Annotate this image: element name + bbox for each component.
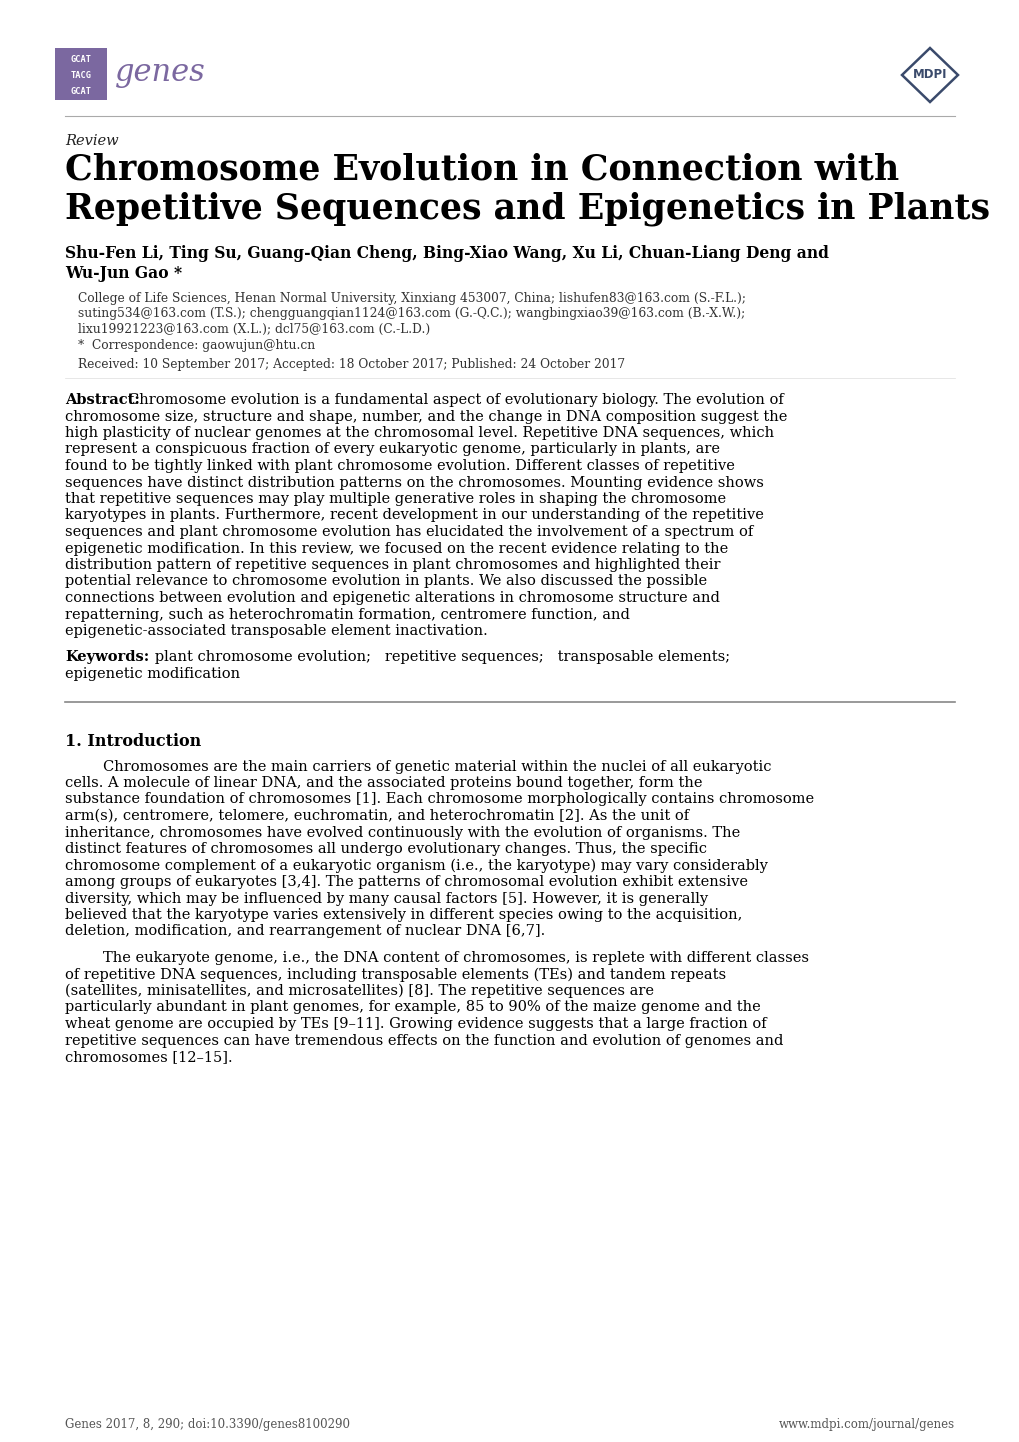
Text: suting534@163.com (T.S.); chengguangqian1124@163.com (G.-Q.C.); wangbingxiao39@1: suting534@163.com (T.S.); chengguangqian… bbox=[77, 307, 745, 320]
Text: Repetitive Sequences and Epigenetics in Plants: Repetitive Sequences and Epigenetics in … bbox=[65, 192, 989, 226]
Text: *  Correspondence: gaowujun@htu.cn: * Correspondence: gaowujun@htu.cn bbox=[77, 339, 315, 352]
Text: Review: Review bbox=[65, 134, 118, 149]
Text: found to be tightly linked with plant chromosome evolution. Different classes of: found to be tightly linked with plant ch… bbox=[65, 459, 734, 473]
Polygon shape bbox=[901, 48, 957, 102]
Text: deletion, modification, and rearrangement of nuclear DNA [6,7].: deletion, modification, and rearrangemen… bbox=[65, 924, 545, 939]
Text: plant chromosome evolution;   repetitive sequences;   transposable elements;: plant chromosome evolution; repetitive s… bbox=[141, 650, 730, 665]
Text: substance foundation of chromosomes [1]. Each chromosome morphologically contain: substance foundation of chromosomes [1].… bbox=[65, 793, 813, 806]
Text: Abstract:: Abstract: bbox=[65, 394, 140, 407]
Text: (satellites, minisatellites, and microsatellites) [8]. The repetitive sequences : (satellites, minisatellites, and microsa… bbox=[65, 983, 653, 998]
Text: Chromosome evolution is a fundamental aspect of evolutionary biology. The evolut: Chromosome evolution is a fundamental as… bbox=[127, 394, 783, 407]
Text: epigenetic modification. In this review, we focused on the recent evidence relat: epigenetic modification. In this review,… bbox=[65, 542, 728, 555]
Text: chromosomes [12–15].: chromosomes [12–15]. bbox=[65, 1050, 232, 1064]
Text: potential relevance to chromosome evolution in plants. We also discussed the pos: potential relevance to chromosome evolut… bbox=[65, 574, 706, 588]
Text: particularly abundant in plant genomes, for example, 85 to 90% of the maize geno: particularly abundant in plant genomes, … bbox=[65, 1001, 760, 1015]
Text: karyotypes in plants. Furthermore, recent development in our understanding of th: karyotypes in plants. Furthermore, recen… bbox=[65, 509, 763, 522]
Text: Shu-Fen Li, Ting Su, Guang-Qian Cheng, Bing-Xiao Wang, Xu Li, Chuan-Liang Deng a: Shu-Fen Li, Ting Su, Guang-Qian Cheng, B… bbox=[65, 245, 828, 262]
Text: represent a conspicuous fraction of every eukaryotic genome, particularly in pla: represent a conspicuous fraction of ever… bbox=[65, 443, 719, 457]
Text: cells. A molecule of linear DNA, and the associated proteins bound together, for: cells. A molecule of linear DNA, and the… bbox=[65, 776, 702, 790]
Text: chromosome size, structure and shape, number, and the change in DNA composition : chromosome size, structure and shape, nu… bbox=[65, 410, 787, 424]
Text: College of Life Sciences, Henan Normal University, Xinxiang 453007, China; lishu: College of Life Sciences, Henan Normal U… bbox=[77, 291, 745, 306]
Text: Chromosome Evolution in Connection with: Chromosome Evolution in Connection with bbox=[65, 153, 898, 187]
Text: epigenetic-associated transposable element inactivation.: epigenetic-associated transposable eleme… bbox=[65, 624, 487, 637]
Text: that repetitive sequences may play multiple generative roles in shaping the chro: that repetitive sequences may play multi… bbox=[65, 492, 726, 506]
Text: Genes 2017, 8, 290; doi:10.3390/genes8100290: Genes 2017, 8, 290; doi:10.3390/genes810… bbox=[65, 1417, 350, 1430]
Text: arm(s), centromere, telomere, euchromatin, and heterochromatin [2]. As the unit : arm(s), centromere, telomere, euchromati… bbox=[65, 809, 689, 823]
Text: Keywords:: Keywords: bbox=[65, 650, 149, 665]
Text: Received: 10 September 2017; Accepted: 18 October 2017; Published: 24 October 20: Received: 10 September 2017; Accepted: 1… bbox=[77, 358, 625, 371]
Text: high plasticity of nuclear genomes at the chromosomal level. Repetitive DNA sequ: high plasticity of nuclear genomes at th… bbox=[65, 425, 773, 440]
Text: GCAT: GCAT bbox=[70, 87, 92, 95]
Text: The eukaryote genome, i.e., the DNA content of chromosomes, is replete with diff: The eukaryote genome, i.e., the DNA cont… bbox=[103, 952, 808, 965]
Text: genes: genes bbox=[115, 56, 206, 88]
Text: GCAT: GCAT bbox=[70, 55, 92, 63]
Text: among groups of eukaryotes [3,4]. The patterns of chromosomal evolution exhibit : among groups of eukaryotes [3,4]. The pa… bbox=[65, 875, 747, 890]
Text: www.mdpi.com/journal/genes: www.mdpi.com/journal/genes bbox=[779, 1417, 954, 1430]
Text: TACG: TACG bbox=[70, 71, 92, 79]
Text: distinct features of chromosomes all undergo evolutionary changes. Thus, the spe: distinct features of chromosomes all und… bbox=[65, 842, 706, 857]
Text: of repetitive DNA sequences, including transposable elements (TEs) and tandem re: of repetitive DNA sequences, including t… bbox=[65, 968, 726, 982]
Text: epigenetic modification: epigenetic modification bbox=[65, 668, 239, 681]
Text: distribution pattern of repetitive sequences in plant chromosomes and highlighte: distribution pattern of repetitive seque… bbox=[65, 558, 719, 572]
Text: sequences have distinct distribution patterns on the chromosomes. Mounting evide: sequences have distinct distribution pat… bbox=[65, 476, 763, 489]
Text: chromosome complement of a eukaryotic organism (i.e., the karyotype) may vary co: chromosome complement of a eukaryotic or… bbox=[65, 858, 767, 872]
Text: 1. Introduction: 1. Introduction bbox=[65, 734, 201, 750]
Text: wheat genome are occupied by TEs [9–11]. Growing evidence suggests that a large : wheat genome are occupied by TEs [9–11].… bbox=[65, 1017, 766, 1031]
Text: MDPI: MDPI bbox=[912, 69, 947, 82]
Text: inheritance, chromosomes have evolved continuously with the evolution of organis: inheritance, chromosomes have evolved co… bbox=[65, 825, 740, 839]
FancyBboxPatch shape bbox=[55, 48, 107, 99]
Text: Wu-Jun Gao *: Wu-Jun Gao * bbox=[65, 265, 182, 283]
Text: lixu19921223@163.com (X.L.); dcl75@163.com (C.-L.D.): lixu19921223@163.com (X.L.); dcl75@163.c… bbox=[77, 323, 430, 336]
Text: diversity, which may be influenced by many causal factors [5]. However, it is ge: diversity, which may be influenced by ma… bbox=[65, 891, 707, 906]
Text: repatterning, such as heterochromatin formation, centromere function, and: repatterning, such as heterochromatin fo… bbox=[65, 607, 630, 622]
Text: sequences and plant chromosome evolution has elucidated the involvement of a spe: sequences and plant chromosome evolution… bbox=[65, 525, 752, 539]
Text: Chromosomes are the main carriers of genetic material within the nuclei of all e: Chromosomes are the main carriers of gen… bbox=[103, 760, 770, 773]
Text: connections between evolution and epigenetic alterations in chromosome structure: connections between evolution and epigen… bbox=[65, 591, 719, 606]
Text: believed that the karyotype varies extensively in different species owing to the: believed that the karyotype varies exten… bbox=[65, 908, 742, 921]
Text: repetitive sequences can have tremendous effects on the function and evolution o: repetitive sequences can have tremendous… bbox=[65, 1034, 783, 1047]
